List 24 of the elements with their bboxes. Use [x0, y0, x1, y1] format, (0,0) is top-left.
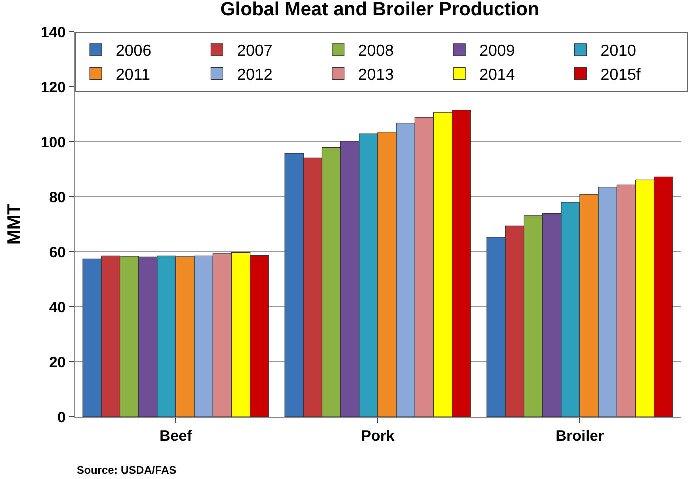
chart-title: Global Meat and Broiler Production: [220, 0, 540, 21]
y-tick-label: 60: [49, 244, 66, 262]
y-tick-label: 100: [40, 134, 66, 152]
legend-label: 2006: [116, 43, 152, 60]
legend-label: 2011: [116, 66, 151, 84]
x-tick-label: Broiler: [556, 428, 604, 445]
legend-label: 2014: [480, 66, 516, 84]
legend-label: 2010: [600, 43, 636, 60]
legend-label: 2009: [480, 43, 516, 60]
y-tick-label: 20: [49, 354, 66, 372]
x-tick-label: Pork: [361, 428, 396, 445]
legend-label: 2008: [358, 43, 394, 60]
y-tick-label: 80: [49, 189, 66, 206]
y-tick-label: 140: [40, 24, 66, 42]
legend-label: 2013: [358, 66, 394, 84]
y-tick-label: 0: [58, 409, 66, 426]
legend-label: 2012: [237, 66, 273, 84]
legend-label: 2015f: [600, 66, 642, 84]
y-tick-label: 40: [49, 299, 66, 316]
x-tick-label: Beef: [160, 428, 194, 445]
y-tick-label: 120: [40, 79, 66, 96]
y-axis-title: MMT: [4, 204, 24, 245]
legend-label: 2007: [237, 43, 273, 60]
source-note: Source: USDA/FAS: [77, 465, 177, 477]
